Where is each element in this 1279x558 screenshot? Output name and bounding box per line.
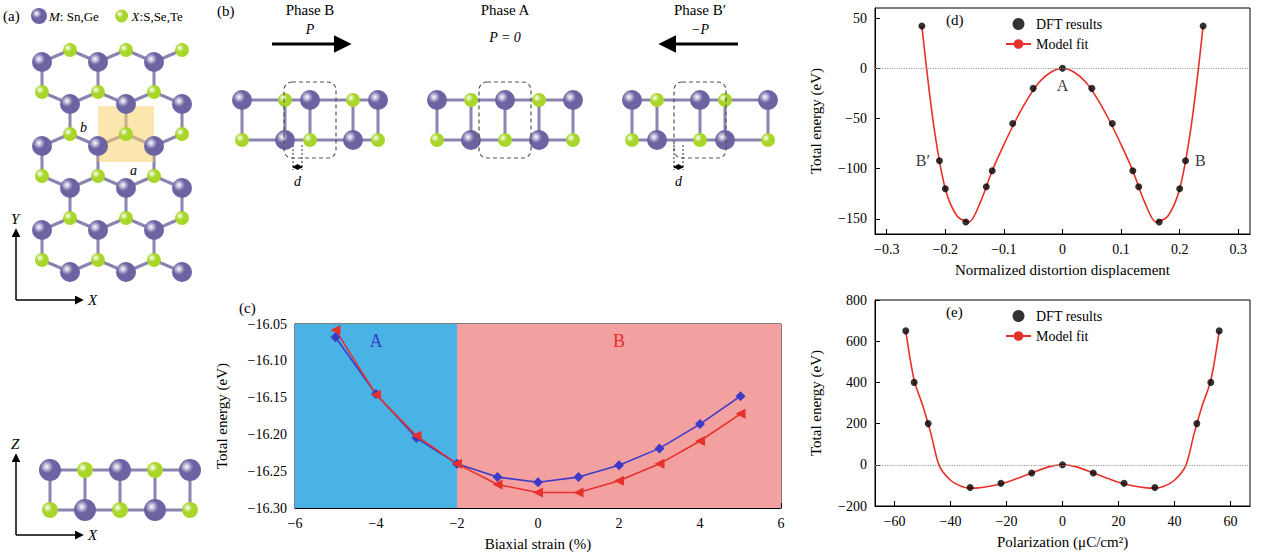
svg-text:−150: −150 [838, 211, 867, 226]
svg-text:4: 4 [697, 516, 704, 531]
svg-text:b: b [80, 120, 87, 135]
svg-text:−60: −60 [884, 514, 906, 529]
svg-text:Phase A: Phase A [481, 2, 530, 18]
svg-text:(c): (c) [239, 300, 256, 317]
svg-text:P: P [305, 22, 315, 37]
svg-text:−P: −P [691, 22, 709, 37]
svg-text:6: 6 [778, 516, 785, 531]
svg-text:0: 0 [1059, 242, 1066, 257]
svg-text:Total energy (eV): Total energy (eV) [214, 363, 231, 469]
svg-text:d: d [675, 174, 683, 189]
svg-text:0: 0 [1059, 514, 1066, 529]
svg-text:0: 0 [535, 516, 542, 531]
svg-text:400: 400 [846, 375, 867, 390]
svg-text:A: A [370, 331, 383, 351]
svg-text:a: a [130, 163, 137, 178]
svg-text:Model fit: Model fit [1036, 37, 1089, 52]
svg-text:(b): (b) [217, 3, 235, 20]
svg-text:−16.15: −16.15 [248, 390, 287, 405]
svg-text:Polarization (μC/cm²): Polarization (μC/cm²) [997, 534, 1128, 551]
svg-text:−2: −2 [450, 516, 465, 531]
svg-text:X:S,Se,Te: X:S,Se,Te [131, 9, 183, 24]
svg-text:Model fit: Model fit [1036, 329, 1089, 344]
svg-text:X: X [87, 527, 98, 543]
svg-text:A: A [1057, 77, 1069, 94]
svg-text:−100: −100 [838, 161, 867, 176]
svg-text:−16.30: −16.30 [248, 501, 287, 516]
svg-text:Phase B′: Phase B′ [674, 2, 726, 18]
svg-text:0.2: 0.2 [1171, 242, 1189, 257]
svg-text:B: B [613, 331, 625, 351]
svg-text:−0.3: −0.3 [874, 242, 899, 257]
svg-text:Biaxial strain (%): Biaxial strain (%) [485, 536, 592, 553]
svg-text:−6: −6 [288, 516, 303, 531]
svg-text:P = 0: P = 0 [488, 30, 521, 45]
svg-text:Normalized distortion displace: Normalized distortion displacement [955, 262, 1171, 278]
svg-text:Y: Y [11, 211, 21, 227]
svg-text:Total energy (eV): Total energy (eV) [808, 350, 825, 456]
svg-text:(e): (e) [946, 304, 963, 321]
svg-text:60: 60 [1223, 514, 1237, 529]
svg-text:0: 0 [860, 457, 867, 472]
svg-text:Phase B: Phase B [286, 2, 335, 18]
svg-text:0: 0 [860, 61, 867, 76]
svg-text:Total energy (eV): Total energy (eV) [808, 68, 825, 174]
svg-text:200: 200 [846, 416, 867, 431]
svg-text:−4: −4 [369, 516, 384, 531]
svg-text:−20: −20 [996, 514, 1018, 529]
svg-text:(a): (a) [3, 8, 20, 25]
svg-text:B′: B′ [916, 152, 930, 169]
svg-text:−40: −40 [940, 514, 962, 529]
svg-text:2: 2 [616, 516, 623, 531]
svg-text:0.3: 0.3 [1230, 242, 1248, 257]
svg-text:M: Sn,Ge: M: Sn,Ge [48, 9, 99, 24]
svg-text:−16.25: −16.25 [248, 464, 287, 479]
svg-text:600: 600 [846, 334, 867, 349]
svg-text:−16.10: −16.10 [248, 353, 287, 368]
svg-text:−16.05: −16.05 [248, 317, 287, 332]
svg-text:−16.20: −16.20 [248, 427, 287, 442]
svg-text:50: 50 [853, 11, 867, 26]
svg-text:X: X [87, 292, 98, 308]
svg-text:0.1: 0.1 [1112, 242, 1130, 257]
svg-text:20: 20 [1111, 514, 1125, 529]
svg-text:800: 800 [846, 293, 867, 308]
svg-text:−0.1: −0.1 [991, 242, 1016, 257]
svg-text:d: d [294, 174, 302, 189]
svg-text:DFT results: DFT results [1036, 17, 1102, 32]
svg-text:(d): (d) [946, 12, 964, 29]
svg-text:−50: −50 [845, 111, 867, 126]
svg-text:40: 40 [1167, 514, 1181, 529]
svg-text:−0.2: −0.2 [933, 242, 958, 257]
svg-text:B: B [1195, 152, 1206, 169]
svg-text:−200: −200 [838, 499, 867, 514]
svg-text:DFT results: DFT results [1036, 309, 1102, 324]
svg-text:Z: Z [11, 436, 20, 452]
